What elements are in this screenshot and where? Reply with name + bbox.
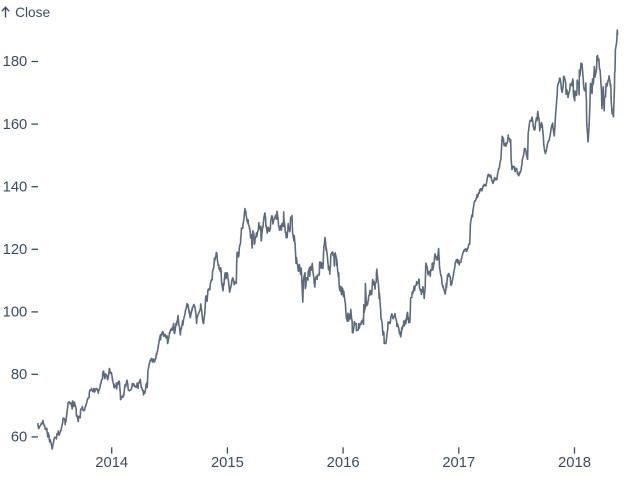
svg-text:120: 120 (3, 242, 28, 258)
svg-text:2015: 2015 (211, 455, 244, 471)
svg-text:2014: 2014 (95, 455, 128, 471)
svg-text:2016: 2016 (327, 455, 360, 471)
svg-text:100: 100 (3, 305, 28, 321)
svg-text:2018: 2018 (558, 455, 591, 471)
svg-text:60: 60 (11, 430, 27, 446)
svg-text:180: 180 (3, 54, 28, 70)
svg-text:140: 140 (3, 179, 28, 195)
svg-text:80: 80 (11, 367, 27, 383)
svg-text:Close: Close (15, 5, 50, 20)
svg-text:2017: 2017 (442, 455, 475, 471)
svg-text:160: 160 (3, 117, 28, 133)
